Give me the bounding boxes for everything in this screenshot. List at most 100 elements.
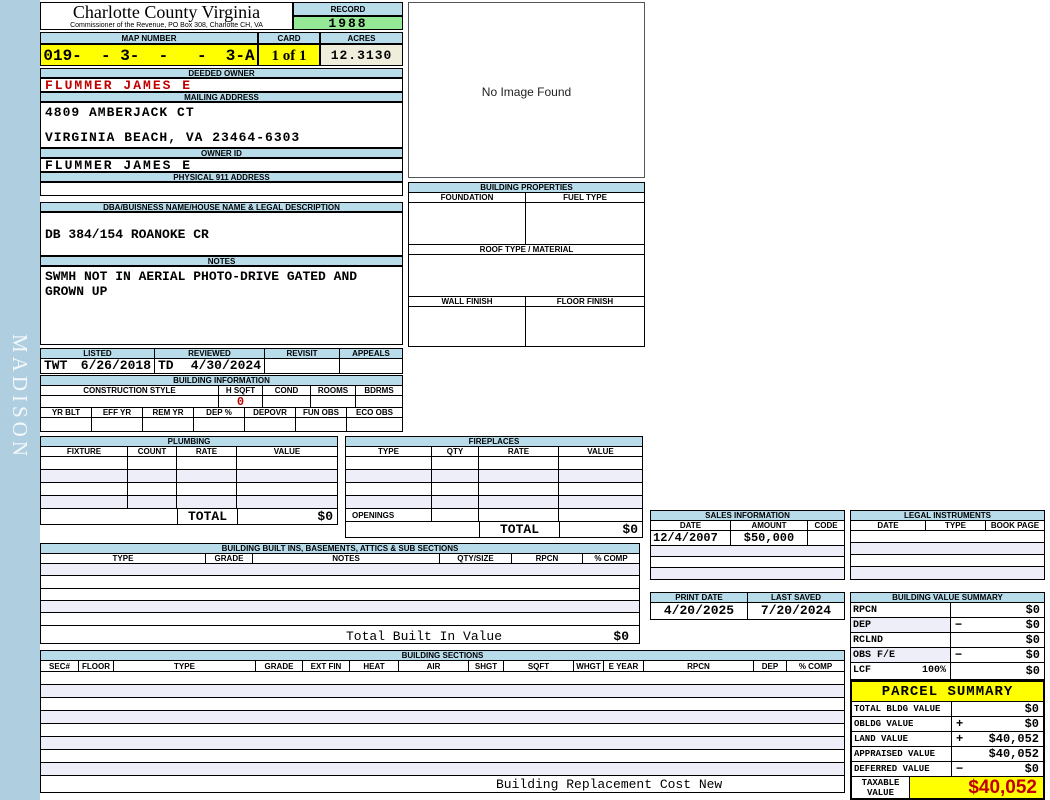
building-properties-table: BUILDING PROPERTIES FOUNDATION FUEL TYPE… xyxy=(408,182,645,347)
appraised-value: $40,052 xyxy=(988,747,1039,761)
dba-value: DB 384/154 ROANOKE CR xyxy=(45,227,209,242)
built-ins-title: BUILDING BUILT INS, BASEMENTS, ATTICS & … xyxy=(41,544,639,554)
fireplaces-table: FIREPLACES TYPE QTY RATE VALUE OPENINGS … xyxy=(345,436,643,538)
bvs-title: BUILDING VALUE SUMMARY xyxy=(851,593,1044,603)
record-label: RECORD xyxy=(293,2,403,16)
county-header-block: Charlotte County Virginia Commissioner o… xyxy=(40,2,293,30)
remyr-header: REM YR xyxy=(143,408,194,417)
listed-date: 6/26/2018 xyxy=(80,359,151,373)
listed-label: LISTED xyxy=(41,349,155,358)
obldg-value: $0 xyxy=(1024,717,1039,731)
obldg-op: + xyxy=(956,717,964,731)
funobs-header: FUN OBS xyxy=(296,408,347,417)
appeals-cell xyxy=(340,359,402,373)
revisit-label: REVISIT xyxy=(265,349,340,358)
effyr-header: EFF YR xyxy=(92,408,143,417)
obldg-value-label: OBLDG VALUE xyxy=(852,717,952,731)
floor-finish-value xyxy=(526,307,644,346)
sale-code xyxy=(808,531,844,545)
grade-header: GRADE xyxy=(256,661,303,671)
comp-header: % COMP xyxy=(798,662,833,671)
legal-instruments-title: LEGAL INSTRUMENTS xyxy=(851,511,1044,521)
fp-value-header: VALUE xyxy=(587,447,614,456)
shgt-header: SHGT xyxy=(469,661,504,671)
bvs-rpcn-value: $0 xyxy=(1025,603,1040,617)
listed-by: TWT xyxy=(44,359,68,373)
effyr-value xyxy=(92,418,143,431)
bvs-rclnd-cell: $0 xyxy=(951,633,1044,647)
depovr-header: DEPOVR xyxy=(245,408,296,417)
dep-header: DEP xyxy=(754,661,787,671)
eyear-header: E YEAR xyxy=(604,661,644,671)
bvs-rpcn-cell: $0 xyxy=(951,603,1044,617)
building-value-summary-table: BUILDING VALUE SUMMARY RPCN $0 DEP − $0 R… xyxy=(850,592,1045,680)
bvs-rpcn-label: RPCN xyxy=(851,603,951,617)
bi-rpcn-header: RPCN xyxy=(512,554,583,563)
cond-header: COND xyxy=(263,386,311,395)
land-value-label: LAND VALUE xyxy=(852,732,952,746)
building-replacement-footer: Building Replacement Cost New xyxy=(496,777,723,792)
sales-amount-header: AMOUNT xyxy=(731,521,808,530)
county-title: Charlotte County Virginia xyxy=(72,2,261,22)
li-date-header: DATE xyxy=(851,521,926,530)
sale-amount: $50,000 xyxy=(731,531,808,545)
bvs-lcf-pct: 100% xyxy=(921,665,946,676)
bvs-obs-label: OBS F/E xyxy=(851,648,951,662)
reviewed-by: TD xyxy=(158,359,174,373)
card-value: 1 of 1 xyxy=(258,44,320,66)
deeded-owner-value: FLUMMER JAMES E xyxy=(40,78,403,92)
foundation-value xyxy=(409,203,526,244)
ecoobs-header: ECO OBS xyxy=(356,408,393,417)
revisit-cell xyxy=(265,359,340,373)
land-op: + xyxy=(956,732,964,746)
total-bldg-value-label: TOTAL BLDG VALUE xyxy=(852,702,952,716)
owner-id-value: FLUMMER JAMES E xyxy=(40,158,403,172)
taxable-label-line1: TAXABLE xyxy=(861,778,900,788)
plumbing-table: PLUMBING FIXTURE COUNT RATE VALUE TOTAL … xyxy=(40,436,338,525)
built-ins-total-label: Total Built In Value xyxy=(346,629,503,644)
whgt-header: WHGT xyxy=(574,661,604,671)
obldg-value-cell: + $0 xyxy=(952,717,1043,731)
notes-line1: SWMH NOT IN AERIAL PHOTO-DRIVE GATED AND xyxy=(45,269,358,284)
bi-grade-header: GRADE xyxy=(206,554,253,563)
bvs-rclnd-value: $0 xyxy=(1025,633,1040,647)
sales-date-header: DATE xyxy=(651,521,731,530)
parcel-summary-title: PARCEL SUMMARY xyxy=(852,682,1043,702)
fp-rate-header: RATE xyxy=(479,447,559,456)
taxable-value-label: TAXABLE VALUE xyxy=(852,777,910,798)
bvs-rclnd-label: RCLND xyxy=(851,633,951,647)
property-photo-placeholder: No Image Found xyxy=(408,2,645,178)
owner-id-label: OWNER ID xyxy=(40,148,403,158)
bi-comp-header: % COMP xyxy=(594,554,628,563)
air-header: AIR xyxy=(399,661,469,671)
deeded-owner-label: DEEDED OWNER xyxy=(40,68,403,78)
bi-type-header: TYPE xyxy=(41,554,206,563)
taxable-value: $40,052 xyxy=(910,777,1043,798)
floor-header: FLOOR xyxy=(79,661,114,671)
appraised-value-label: APPRAISED VALUE xyxy=(852,747,952,761)
extfin-header: EXT FIN xyxy=(303,661,350,671)
total-bldg-value-cell: $0 xyxy=(952,702,1043,716)
plumbing-total-label: TOTAL xyxy=(178,509,238,524)
madison-watermark: MADISON xyxy=(8,334,32,461)
reviewed-date: 4/30/2024 xyxy=(190,359,261,373)
mailing-line2: VIRGINIA BEACH, VA 23464-6303 xyxy=(45,130,301,145)
print-date-value: 4/20/2025 xyxy=(651,603,748,619)
wall-finish-value xyxy=(409,307,526,346)
deferred-value-cell: − $0 xyxy=(952,762,1043,776)
built-ins-table: BUILDING BUILT INS, BASEMENTS, ATTICS & … xyxy=(40,543,640,644)
depovr-value xyxy=(245,418,296,431)
total-bldg-value: $0 xyxy=(1024,702,1039,716)
bvs-obs-value: $0 xyxy=(1025,648,1040,662)
building-information-table: BUILDING INFORMATION CONSTRUCTION STYLE … xyxy=(40,375,403,432)
fireplaces-title: FIREPLACES xyxy=(346,437,642,447)
mailing-address-box: 4809 AMBERJACK CT VIRGINIA BEACH, VA 234… xyxy=(40,102,403,148)
physical-911-value xyxy=(40,182,403,196)
hsqft-value: 0 xyxy=(219,396,263,407)
sale-date: 12/4/2007 xyxy=(651,531,731,545)
funobs-value xyxy=(296,418,347,431)
acres-value: 12.3130 xyxy=(320,44,403,66)
fp-type-header: TYPE xyxy=(346,447,432,456)
mailing-address-label: MAILING ADDRESS xyxy=(40,92,403,102)
county-subtitle: Commissioner of the Revenue, PO Box 308,… xyxy=(70,22,263,29)
